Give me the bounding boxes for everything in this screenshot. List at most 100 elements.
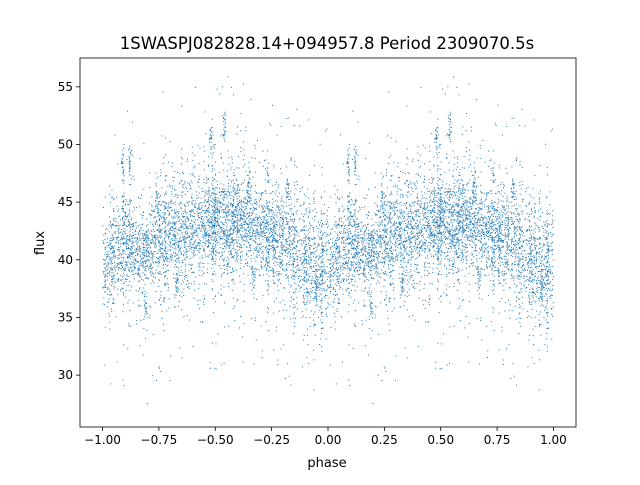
data-point bbox=[349, 269, 351, 271]
data-point bbox=[545, 232, 547, 234]
data-point bbox=[409, 243, 411, 245]
data-point bbox=[494, 231, 496, 233]
data-point bbox=[435, 199, 437, 201]
data-point bbox=[515, 257, 517, 259]
data-point bbox=[288, 117, 290, 119]
data-point bbox=[289, 257, 291, 259]
data-point bbox=[173, 221, 175, 223]
data-point bbox=[539, 242, 541, 244]
data-point bbox=[139, 273, 141, 275]
data-point bbox=[402, 266, 404, 268]
data-point bbox=[337, 235, 339, 237]
data-point bbox=[204, 199, 206, 201]
data-point bbox=[280, 241, 282, 243]
data-point bbox=[416, 209, 418, 211]
data-point bbox=[432, 200, 434, 202]
data-point bbox=[352, 238, 354, 240]
data-point bbox=[393, 214, 395, 216]
data-point bbox=[227, 245, 229, 247]
data-point bbox=[551, 219, 553, 221]
data-point bbox=[469, 179, 471, 181]
data-point bbox=[175, 248, 177, 250]
data-point bbox=[413, 263, 415, 265]
data-point bbox=[337, 258, 339, 260]
data-point bbox=[190, 211, 192, 213]
data-point bbox=[410, 232, 412, 234]
data-point bbox=[206, 209, 208, 211]
data-point bbox=[340, 237, 342, 239]
data-point bbox=[130, 264, 132, 266]
data-point bbox=[516, 243, 518, 245]
data-point bbox=[371, 225, 373, 227]
data-point bbox=[490, 259, 492, 261]
data-point bbox=[500, 282, 502, 284]
data-point bbox=[240, 222, 242, 224]
data-point bbox=[550, 308, 552, 310]
data-point bbox=[365, 228, 367, 230]
data-point bbox=[236, 198, 238, 200]
data-point bbox=[327, 234, 329, 236]
data-point bbox=[138, 250, 140, 252]
data-point bbox=[547, 258, 549, 260]
data-point bbox=[487, 232, 489, 234]
data-point bbox=[505, 255, 507, 257]
data-point bbox=[463, 156, 465, 158]
data-point bbox=[123, 269, 125, 271]
data-point bbox=[122, 202, 124, 204]
data-point bbox=[503, 245, 505, 247]
data-point bbox=[237, 210, 239, 212]
data-point bbox=[397, 235, 399, 237]
data-point bbox=[248, 231, 250, 233]
data-point bbox=[114, 282, 116, 284]
data-point bbox=[419, 229, 421, 231]
data-point bbox=[276, 234, 278, 236]
data-point bbox=[301, 239, 303, 241]
data-point bbox=[361, 249, 363, 251]
data-point bbox=[482, 219, 484, 221]
data-point bbox=[272, 270, 274, 272]
data-point bbox=[469, 236, 471, 238]
data-point bbox=[455, 251, 457, 253]
data-point bbox=[303, 253, 305, 255]
data-point bbox=[288, 213, 290, 215]
data-point bbox=[249, 232, 251, 234]
data-point bbox=[314, 292, 316, 294]
data-point bbox=[514, 245, 516, 247]
data-point bbox=[425, 202, 427, 204]
data-point bbox=[187, 231, 189, 233]
data-point bbox=[418, 209, 420, 211]
data-point bbox=[434, 234, 436, 236]
data-point bbox=[550, 243, 552, 244]
data-point bbox=[108, 301, 110, 303]
data-point bbox=[479, 235, 481, 237]
data-point bbox=[246, 212, 248, 214]
data-point bbox=[253, 221, 255, 223]
data-point bbox=[205, 235, 207, 237]
data-point bbox=[391, 310, 393, 312]
data-point bbox=[222, 272, 224, 274]
data-point bbox=[218, 200, 220, 202]
data-point bbox=[240, 224, 242, 226]
data-point bbox=[209, 367, 211, 369]
data-point bbox=[105, 287, 107, 289]
data-point bbox=[357, 247, 359, 249]
data-point bbox=[471, 207, 473, 209]
data-point bbox=[449, 362, 451, 364]
data-point bbox=[265, 207, 267, 209]
data-point bbox=[280, 212, 282, 214]
data-point bbox=[319, 292, 321, 294]
data-point bbox=[344, 248, 346, 250]
data-point bbox=[238, 214, 240, 216]
data-point bbox=[324, 272, 326, 274]
data-point bbox=[334, 223, 336, 225]
data-point bbox=[465, 224, 467, 226]
data-point bbox=[303, 258, 305, 260]
data-point bbox=[363, 241, 365, 243]
data-point bbox=[357, 235, 359, 237]
data-point bbox=[332, 301, 334, 303]
data-point bbox=[358, 274, 360, 276]
data-point bbox=[301, 269, 303, 271]
data-point bbox=[203, 190, 205, 192]
data-point bbox=[550, 273, 552, 275]
data-point bbox=[358, 259, 360, 261]
